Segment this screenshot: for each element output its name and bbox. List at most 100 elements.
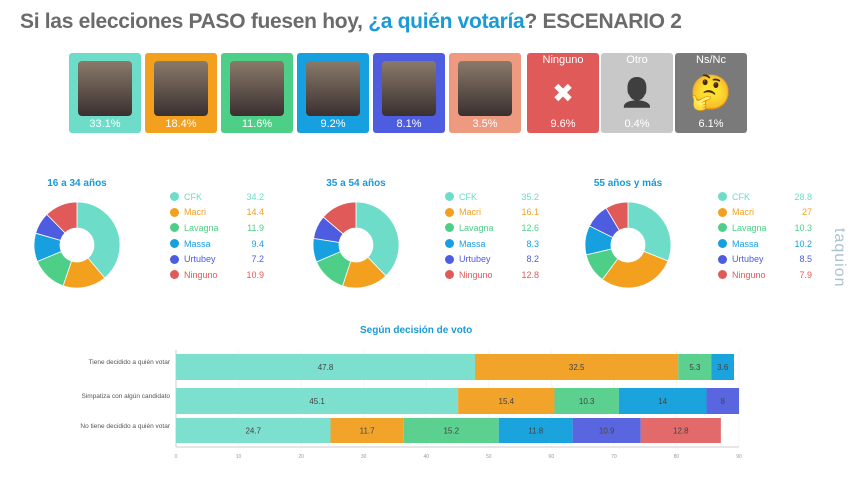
legend-dot (718, 254, 727, 264)
photo-macri-icon (154, 61, 208, 116)
legend-dot (445, 239, 454, 249)
legend-label: CFK (459, 191, 477, 202)
bar-segment (458, 388, 555, 414)
legend-item: Urtubey 8.5 (718, 251, 812, 267)
bar-segment (640, 418, 721, 443)
candidate-card: 33.1% (69, 53, 141, 133)
bar-data-label: 15.2 (443, 427, 459, 436)
legend-dot (718, 239, 727, 249)
bar-data-label: 11.7 (360, 427, 376, 436)
legend-value: 16.1 (521, 207, 539, 218)
donut-slice-ninguno (605, 201, 629, 231)
legend-item: Lavagna 11.9 (170, 220, 264, 236)
legend-value: 8.3 (526, 238, 539, 249)
x-tick-label: 40 (423, 454, 429, 460)
legend-label: Macri (184, 207, 206, 218)
page-title: Si las elecciones PASO fuesen hoy, ¿a qu… (20, 10, 682, 34)
legend-label: Lavagna (732, 222, 767, 233)
photo-massa-icon (306, 61, 360, 116)
legend-value: 12.8 (521, 269, 539, 280)
legend-label: Urtubey (459, 254, 491, 265)
legend-dot (170, 254, 179, 264)
legend-label: Ninguno (184, 269, 218, 280)
bar-segment (498, 418, 573, 443)
legend-value: 8.2 (526, 254, 539, 265)
legend-item: Lavagna 10.3 (718, 220, 812, 236)
bar-segment (403, 418, 499, 443)
thinking-face-icon: 🤔 (689, 74, 733, 112)
legend-label: CFK (732, 191, 750, 202)
donut-legend: CFK 35.2 Macri 16.1 Lavagna 12.6 Massa 8.3 Urtub… (445, 189, 539, 283)
legend-item: Massa 9.4 (170, 236, 264, 252)
legend-label: Ninguno (732, 269, 766, 280)
bar-category-label: Tiene decidido a quién votar (88, 359, 170, 366)
photo-candidate-icon (458, 61, 512, 116)
card-label: Ns/Nc (696, 54, 726, 66)
bar-data-label: 10.3 (579, 397, 595, 406)
bar-data-label: 47.8 (318, 363, 334, 372)
x-tick-label: 0 (175, 454, 178, 460)
photo-lavagna-icon (230, 61, 284, 116)
legend-label: Massa (459, 238, 486, 249)
legend-item: Urtubey 8.2 (445, 251, 539, 267)
x-tick-label: 20 (298, 454, 304, 460)
card-value: 9.6% (550, 118, 576, 130)
bar-segment (572, 418, 641, 443)
legend-value: 35.2 (521, 191, 539, 202)
bar-category-label: No tiene decidido a quién votar (80, 422, 170, 430)
taquion-logo: taquion (831, 228, 848, 288)
card-value: 0.4% (624, 118, 650, 130)
card-value: 18.4% (165, 118, 197, 130)
bar-data-label: 32.5 (569, 363, 585, 372)
donut-slice-cfk (627, 201, 672, 262)
x-tick-label: 60 (549, 454, 555, 460)
candidate-card: 18.4% (145, 53, 217, 133)
legend-item: Ninguno 7.9 (718, 267, 812, 283)
bar-data-label: 45.1 (309, 397, 325, 406)
card-label: Otro (626, 54, 648, 66)
legend-dot (170, 270, 179, 280)
bar-chart-title: Según decisión de voto (360, 325, 473, 336)
x-tick-label: 10 (236, 454, 242, 460)
bar-segment (618, 388, 707, 414)
bar-segment (475, 354, 679, 380)
bar-data-label: 24.7 (245, 427, 261, 436)
bar-data-label: 10.9 (599, 427, 615, 436)
card-value: 3.5% (472, 118, 498, 130)
bar-segment (706, 388, 739, 414)
legend-dot (445, 270, 454, 280)
candidate-card: 9.2% (297, 53, 369, 133)
card-value: 9.2% (320, 118, 346, 130)
legend-label: Massa (732, 238, 759, 249)
legend-item: Macri 27 (718, 205, 812, 221)
candidate-card: Otro 👤 0.4% (601, 53, 673, 133)
title-highlight: ¿a quién votaría (368, 10, 525, 33)
bar-data-label: 3.6 (717, 363, 729, 372)
bar-data-label: 12.8 (673, 427, 689, 436)
bar-data-label: 14 (658, 397, 667, 406)
bar-segment (678, 354, 712, 380)
legend-value: 7.9 (799, 269, 812, 280)
candidate-card: Ns/Nc 🤔 6.1% (675, 53, 747, 133)
donut-legend: CFK 34.2 Macri 14.4 Lavagna 11.9 Massa 9.4 Urtub… (170, 189, 264, 283)
legend-value: 7.2 (251, 254, 264, 265)
legend-item: CFK 28.8 (718, 189, 812, 205)
candidate-card: 8.1% (373, 53, 445, 133)
bar-segment (711, 354, 734, 380)
bar-segment (554, 388, 619, 414)
donut-slice-ninguno (322, 201, 357, 235)
legend-dot (170, 223, 179, 233)
donut-chart (584, 201, 672, 289)
candidate-card: 11.6% (221, 53, 293, 133)
bar-data-label: 15.4 (499, 397, 515, 406)
card-value: 11.6% (241, 118, 273, 130)
legend-value: 9.4 (251, 238, 264, 249)
donut-slice-cfk (355, 201, 400, 277)
x-tick-label: 90 (736, 454, 742, 460)
legend-item: Lavagna 12.6 (445, 220, 539, 236)
legend-value: 14.4 (246, 207, 264, 218)
legend-label: Urtubey (184, 254, 216, 265)
donut-title: 35 a 54 años (326, 178, 386, 189)
title-part2: ? ESCENARIO 2 (524, 10, 682, 33)
legend-label: Lavagna (459, 222, 494, 233)
